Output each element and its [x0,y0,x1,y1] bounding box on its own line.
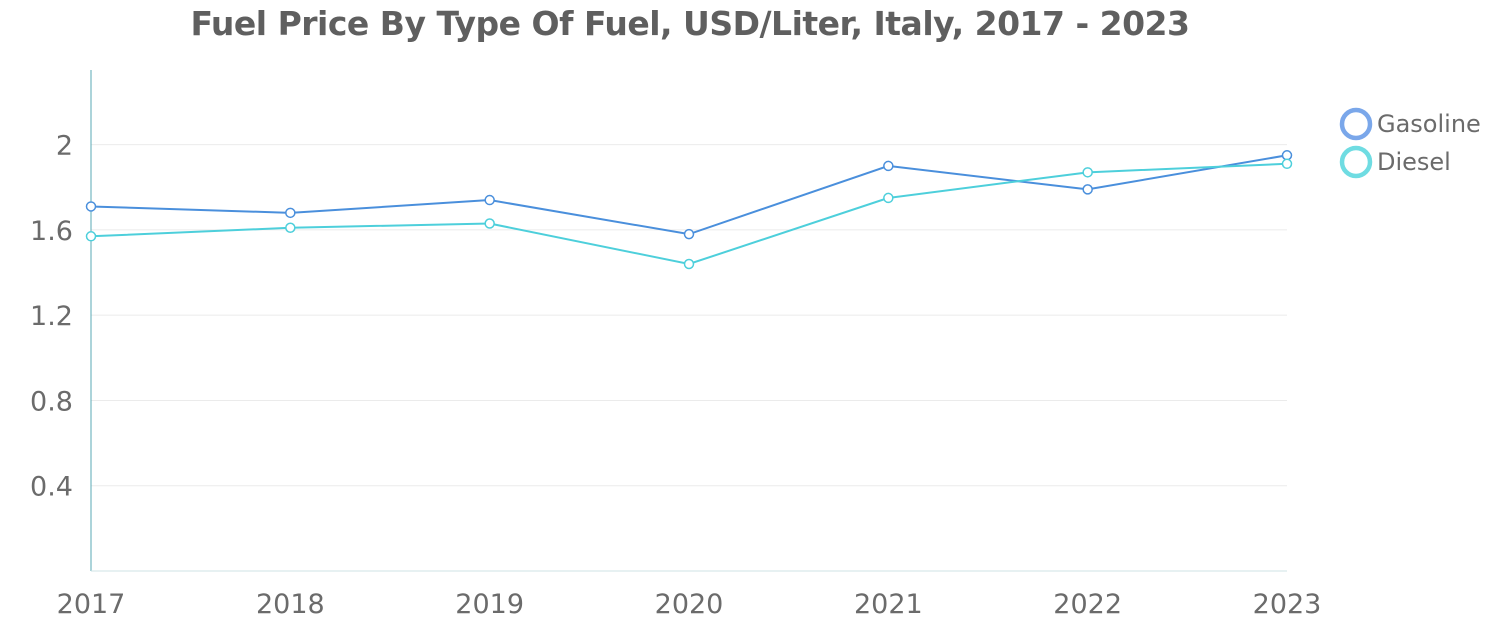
series-lines [85,150,1293,270]
legend-label: Diesel [1377,148,1451,176]
data-point-diesel[interactable] [285,222,296,234]
gridlines [91,144,1287,487]
x-tick-label: 2020 [655,589,724,620]
data-point-gasoline[interactable] [1281,150,1293,161]
chart-title: Fuel Price By Type Of Fuel, USD/Liter, I… [190,4,1190,43]
series-line-gasoline [90,154,1288,236]
data-point-gasoline[interactable] [1082,184,1093,195]
y-tick-label: 0.4 [30,472,73,503]
series-diesel [85,158,1293,270]
data-point-diesel[interactable] [1082,167,1093,178]
legend-label: Gasoline [1377,110,1481,138]
data-point-gasoline[interactable] [683,228,695,240]
legend[interactable]: Gasoline Diesel [1339,107,1481,179]
x-tick-label: 2021 [854,589,923,620]
x-tick-label: 2018 [256,589,325,620]
legend-marker-icon [1339,145,1373,179]
data-point-diesel[interactable] [683,258,695,270]
data-point-gasoline[interactable] [285,207,296,219]
x-tick-label: 2023 [1253,589,1322,620]
data-point-gasoline[interactable] [85,201,97,212]
data-point-diesel[interactable] [85,231,97,242]
data-point-gasoline[interactable] [484,194,495,206]
y-tick-label: 1.6 [30,216,73,247]
legend-marker-icon [1339,107,1373,141]
series-gasoline [85,150,1293,240]
axes: 0.4 0.8 1.2 1.6 2 2017 2018 2019 2020 2021 2022 202… [30,70,1321,620]
data-point-diesel[interactable] [1281,158,1293,170]
data-point-diesel[interactable] [484,218,495,229]
x-tick-label: 2017 [57,589,126,620]
data-point-gasoline[interactable] [883,160,894,172]
series-line-diesel [90,162,1288,266]
y-tick-label: 1.2 [30,301,73,332]
x-tick-label: 2019 [455,589,524,620]
legend-item-diesel[interactable]: Diesel [1339,145,1451,179]
legend-item-gasoline[interactable]: Gasoline [1339,107,1481,141]
x-tick-label: 2022 [1053,589,1122,620]
y-tick-label: 2 [56,131,73,162]
y-tick-label: 0.8 [30,386,73,417]
data-point-diesel[interactable] [883,192,894,204]
